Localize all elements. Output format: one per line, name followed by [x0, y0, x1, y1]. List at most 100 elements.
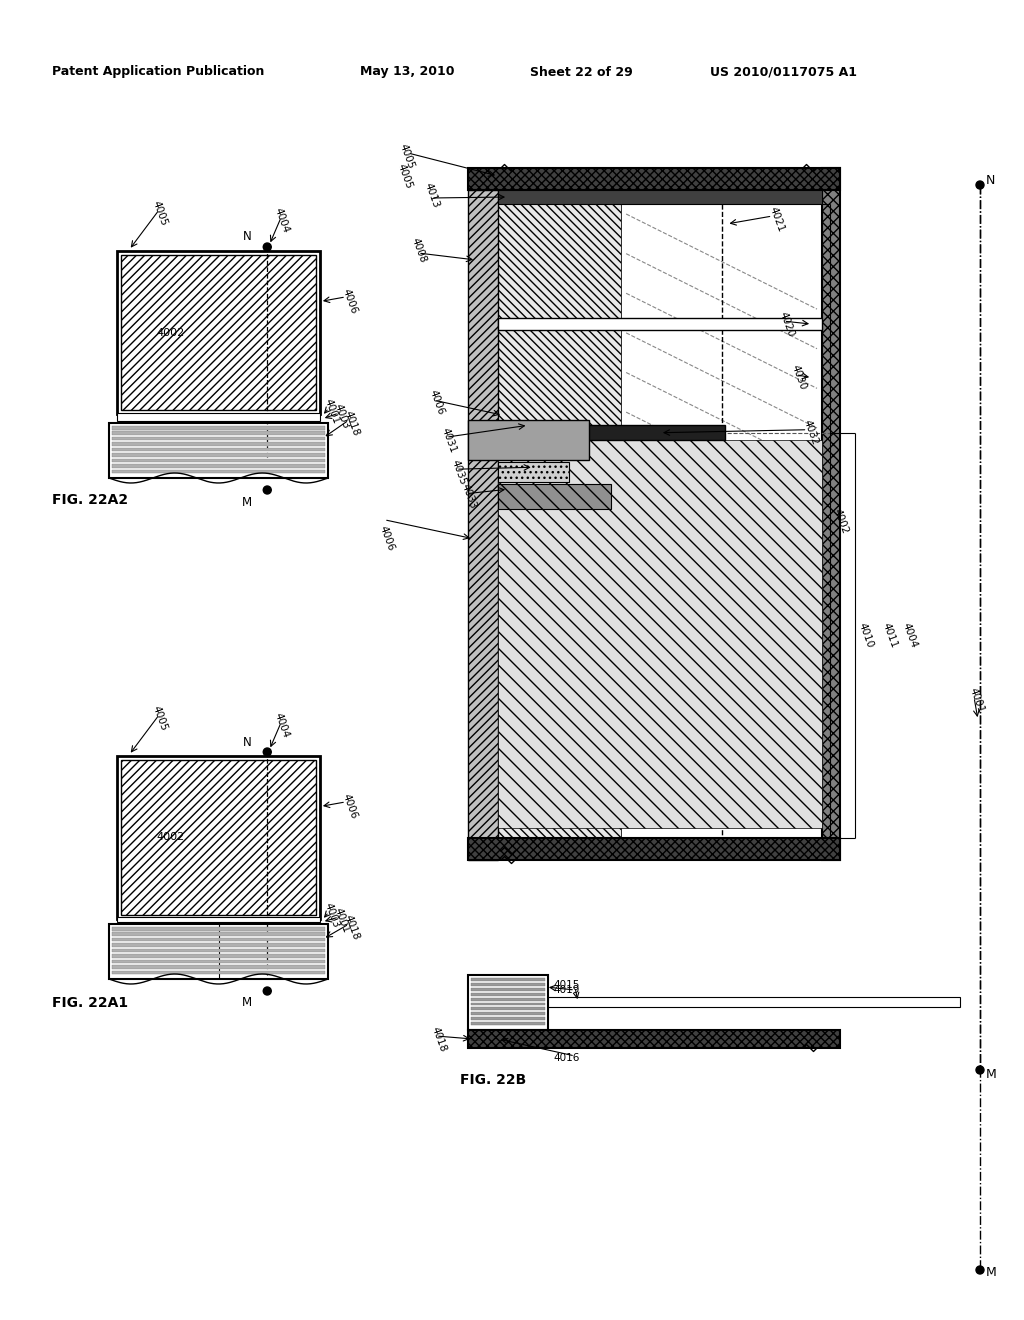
- Text: 4006: 4006: [341, 288, 359, 315]
- Bar: [112, 442, 325, 446]
- Bar: [112, 927, 325, 931]
- Text: 4001: 4001: [333, 906, 351, 935]
- Text: 4006: 4006: [341, 792, 359, 821]
- Text: 4021: 4021: [767, 205, 785, 234]
- Text: 4030: 4030: [790, 363, 808, 392]
- Bar: [468, 190, 498, 861]
- Bar: [468, 168, 840, 190]
- Text: M: M: [243, 495, 252, 508]
- Text: 4031: 4031: [440, 426, 459, 454]
- Bar: [112, 944, 325, 946]
- Text: 4019: 4019: [553, 985, 580, 995]
- Circle shape: [976, 1266, 984, 1274]
- Circle shape: [263, 748, 271, 756]
- Bar: [112, 470, 325, 473]
- Text: 4011: 4011: [881, 622, 899, 649]
- Text: 4005: 4005: [151, 199, 169, 227]
- Circle shape: [263, 987, 271, 995]
- Circle shape: [263, 486, 271, 494]
- Text: May 13, 2010: May 13, 2010: [360, 66, 455, 78]
- Text: 4013: 4013: [423, 181, 441, 209]
- Bar: [471, 1022, 545, 1026]
- Bar: [471, 1012, 545, 1015]
- Circle shape: [263, 243, 271, 251]
- Text: 4008: 4008: [410, 236, 428, 264]
- Bar: [498, 190, 822, 205]
- Bar: [109, 924, 328, 979]
- Text: 4035: 4035: [450, 458, 468, 486]
- Bar: [471, 1002, 545, 1006]
- Text: Patent Application Publication: Patent Application Publication: [52, 66, 264, 78]
- Text: 4004: 4004: [272, 711, 291, 739]
- Bar: [622, 205, 822, 838]
- Bar: [117, 756, 319, 919]
- Bar: [471, 998, 545, 1001]
- Text: 4016: 4016: [553, 1053, 580, 1063]
- Bar: [471, 983, 545, 986]
- Text: 4003: 4003: [323, 902, 341, 929]
- Bar: [498, 425, 725, 441]
- Text: N: N: [243, 735, 252, 748]
- Bar: [112, 453, 325, 457]
- Text: 4018: 4018: [430, 1024, 449, 1053]
- Text: FIG. 22A1: FIG. 22A1: [52, 997, 128, 1010]
- Bar: [498, 462, 569, 482]
- Bar: [112, 939, 325, 941]
- Bar: [468, 420, 589, 461]
- Bar: [121, 255, 316, 411]
- Bar: [117, 413, 319, 421]
- Bar: [468, 1030, 840, 1048]
- Bar: [468, 838, 840, 861]
- Text: 4002: 4002: [831, 507, 850, 535]
- Text: 4006: 4006: [378, 524, 396, 553]
- Text: 4005: 4005: [151, 704, 169, 733]
- Bar: [112, 437, 325, 441]
- Text: 4018: 4018: [343, 913, 361, 941]
- Bar: [112, 465, 325, 467]
- Text: 4032: 4032: [802, 418, 820, 447]
- Bar: [109, 422, 328, 478]
- Bar: [112, 970, 325, 974]
- Text: 4002: 4002: [157, 327, 185, 338]
- Text: M: M: [243, 997, 252, 1010]
- Text: 4018: 4018: [343, 409, 361, 437]
- Bar: [468, 975, 548, 1030]
- Text: N: N: [986, 173, 995, 186]
- Bar: [471, 987, 545, 991]
- Bar: [471, 1018, 545, 1020]
- Bar: [112, 960, 325, 964]
- Bar: [548, 997, 961, 1007]
- Text: 4004: 4004: [272, 206, 291, 234]
- Bar: [471, 978, 545, 981]
- Bar: [117, 917, 319, 921]
- Text: M: M: [986, 1068, 996, 1081]
- Bar: [471, 993, 545, 995]
- Text: Sheet 22 of 29: Sheet 22 of 29: [530, 66, 633, 78]
- Text: 4001: 4001: [968, 686, 986, 714]
- Bar: [112, 965, 325, 969]
- Text: 4001: 4001: [323, 397, 341, 425]
- Text: FIG. 22B: FIG. 22B: [460, 1073, 526, 1086]
- Text: 4005: 4005: [398, 143, 417, 170]
- Bar: [498, 484, 611, 510]
- Bar: [498, 441, 822, 828]
- Bar: [822, 168, 840, 861]
- Bar: [112, 447, 325, 451]
- Bar: [471, 1007, 545, 1010]
- Text: FIG. 22A2: FIG. 22A2: [52, 492, 128, 507]
- Text: 4004: 4004: [901, 622, 920, 649]
- Text: M: M: [986, 1266, 996, 1279]
- Bar: [112, 426, 325, 429]
- Text: 4002: 4002: [157, 833, 185, 842]
- Circle shape: [976, 1067, 984, 1074]
- Bar: [112, 949, 325, 952]
- Text: 4010: 4010: [857, 622, 876, 649]
- Circle shape: [976, 181, 984, 189]
- Bar: [112, 458, 325, 462]
- Bar: [498, 205, 622, 838]
- Bar: [112, 954, 325, 958]
- Text: US 2010/0117075 A1: US 2010/0117075 A1: [710, 66, 857, 78]
- Bar: [112, 432, 325, 436]
- Text: N: N: [243, 231, 252, 243]
- Bar: [498, 318, 822, 330]
